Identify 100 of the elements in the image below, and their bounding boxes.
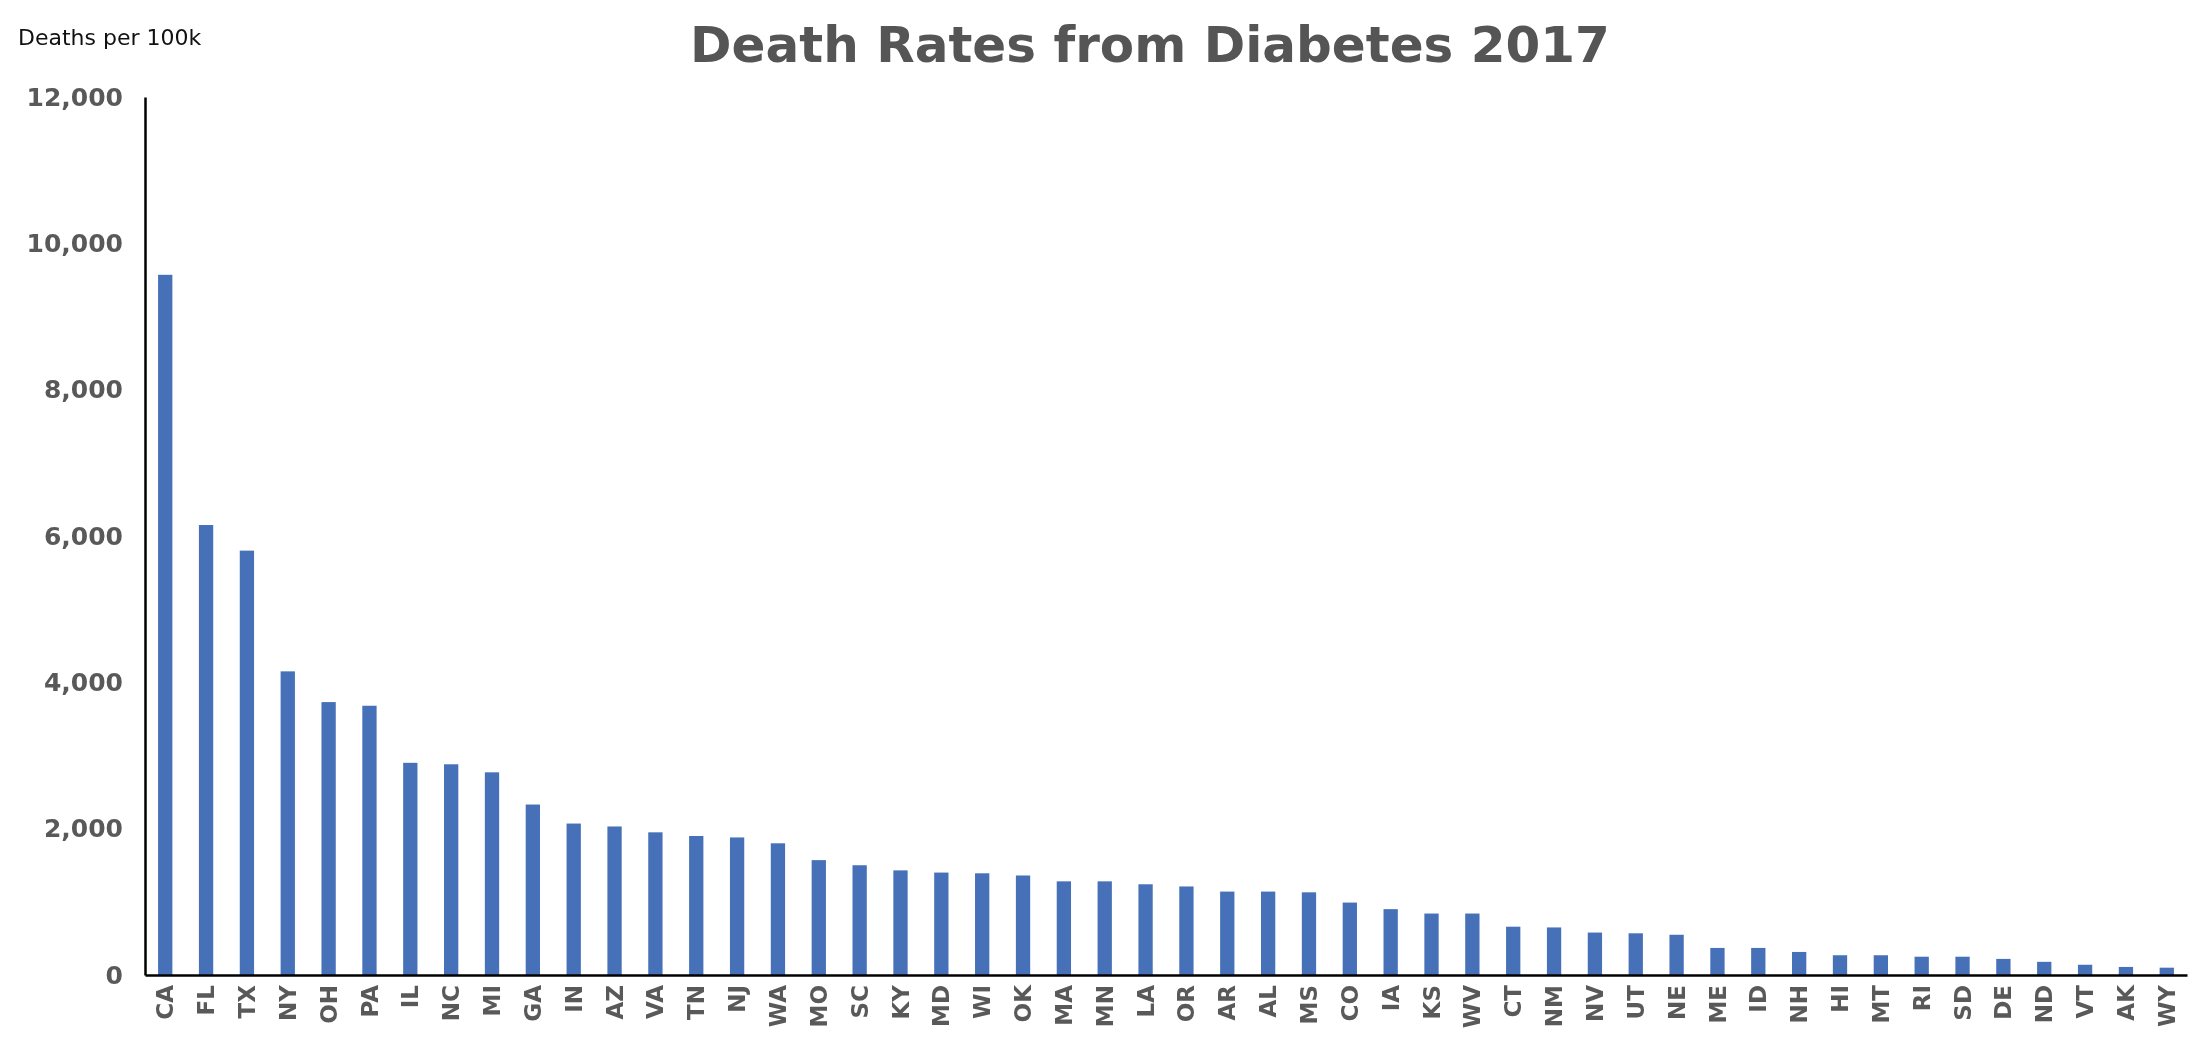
x-tick-label: WY [2153,984,2180,1028]
bar [280,671,295,975]
bar [239,550,255,975]
bar [1996,958,2011,975]
bar [362,705,377,975]
x-tick-label: WI [969,985,996,1019]
bar [811,860,826,975]
bar [1342,902,1357,975]
y-tick-label: 2,000 [43,814,123,844]
x-tick-label: NC [438,985,465,1022]
bar [729,837,745,975]
y-tick-label: 12,000 [26,82,123,112]
x-tick-label: AR [1214,984,1241,1021]
bar [689,835,704,975]
bar [1260,891,1276,975]
bar [934,872,949,975]
bar [321,702,336,975]
x-tick-label: KY [887,984,914,1020]
y-tick-label: 8,000 [43,375,123,405]
bar [1179,886,1194,975]
x-tick-label: CA [152,984,179,1020]
x-tick-label: OR [1173,984,1200,1023]
x-tick-label: ND [2031,985,2058,1024]
y-axis-title: Deaths per 100k [18,25,202,50]
bar [1710,947,1725,975]
bar [607,826,622,975]
x-tick-label: DE [1990,985,2017,1020]
x-tick-label: NV [1581,984,1608,1023]
x-tick-label: TX [233,984,260,1019]
bar [566,823,581,975]
bar [1465,913,1480,975]
x-tick-label: HI [1827,985,1854,1013]
x-tick-label: KS [1418,985,1445,1020]
bar [770,843,786,975]
x-tick-label: MO [805,985,832,1028]
x-tick-label: AK [2112,983,2139,1021]
y-tick-label: 10,000 [26,228,123,258]
y-tick-label: 0 [105,960,123,990]
bar [893,870,908,975]
bar [484,772,500,975]
bar [158,274,173,975]
x-tick-label: AL [1255,984,1282,1018]
bar [1669,934,1684,975]
x-tick-label: NY [274,984,301,1021]
bar [1587,932,1603,975]
bar [1792,951,1807,975]
bar [1955,956,1970,975]
bar [1301,892,1317,975]
bar [1873,955,1888,975]
x-tick-label: MS [1296,985,1323,1025]
x-tick-label: TN [683,985,710,1020]
x-tick-label: AZ [601,985,628,1020]
x-tick-label: CO [1336,985,1363,1022]
x-tick-label: NE [1663,985,1690,1020]
x-tick-label: SC [846,985,873,1019]
x-tick-label: OH [315,985,342,1024]
bar [975,873,990,975]
bar [648,832,663,975]
bar [198,525,214,975]
x-tick-label: MT [1867,984,1894,1024]
bar [1383,909,1398,975]
x-tick-label: NH [1786,985,1813,1024]
bar [1220,891,1235,975]
x-tick-label: GA [519,984,546,1022]
x-tick-label: LA [1132,984,1159,1018]
x-tick-label: ID [1745,985,1772,1013]
bar [1546,927,1562,975]
bar [1751,947,1766,975]
x-tick-label: MA [1050,984,1077,1026]
x-tick-label: NM [1541,985,1568,1028]
x-tick-label: VA [642,984,669,1020]
bar [1506,926,1521,975]
x-tick-label: CT [1500,984,1527,1018]
x-tick-label: UT [1622,984,1649,1020]
bar [1832,955,1848,975]
bar [403,762,418,975]
bar [1015,875,1031,975]
x-tick-label: PA [356,984,383,1018]
bar [525,804,540,975]
y-tick-label: 4,000 [43,667,123,697]
x-tick-label: OK [1010,983,1037,1023]
bar [1097,881,1112,975]
x-tick-label: WA [764,984,791,1028]
x-tick-label: WV [1459,984,1486,1029]
bar [1056,881,1072,975]
x-tick-label: ME [1704,985,1731,1024]
x-tick-label: MD [928,985,955,1027]
x-tick-label: SD [1949,985,1976,1021]
y-tick-label: 6,000 [43,521,123,551]
x-tick-label: MI [479,985,506,1017]
bar [1138,884,1153,975]
x-tick-label: MN [1091,985,1118,1028]
bar [1628,933,1643,975]
bar [1914,956,1929,975]
x-tick-label: IL [397,984,424,1009]
bar [444,764,459,975]
x-tick-label: RI [1908,985,1935,1012]
chart-title: Death Rates from Diabetes 2017 [690,16,1610,74]
x-tick-label: NJ [724,985,751,1013]
bar [1424,913,1439,975]
